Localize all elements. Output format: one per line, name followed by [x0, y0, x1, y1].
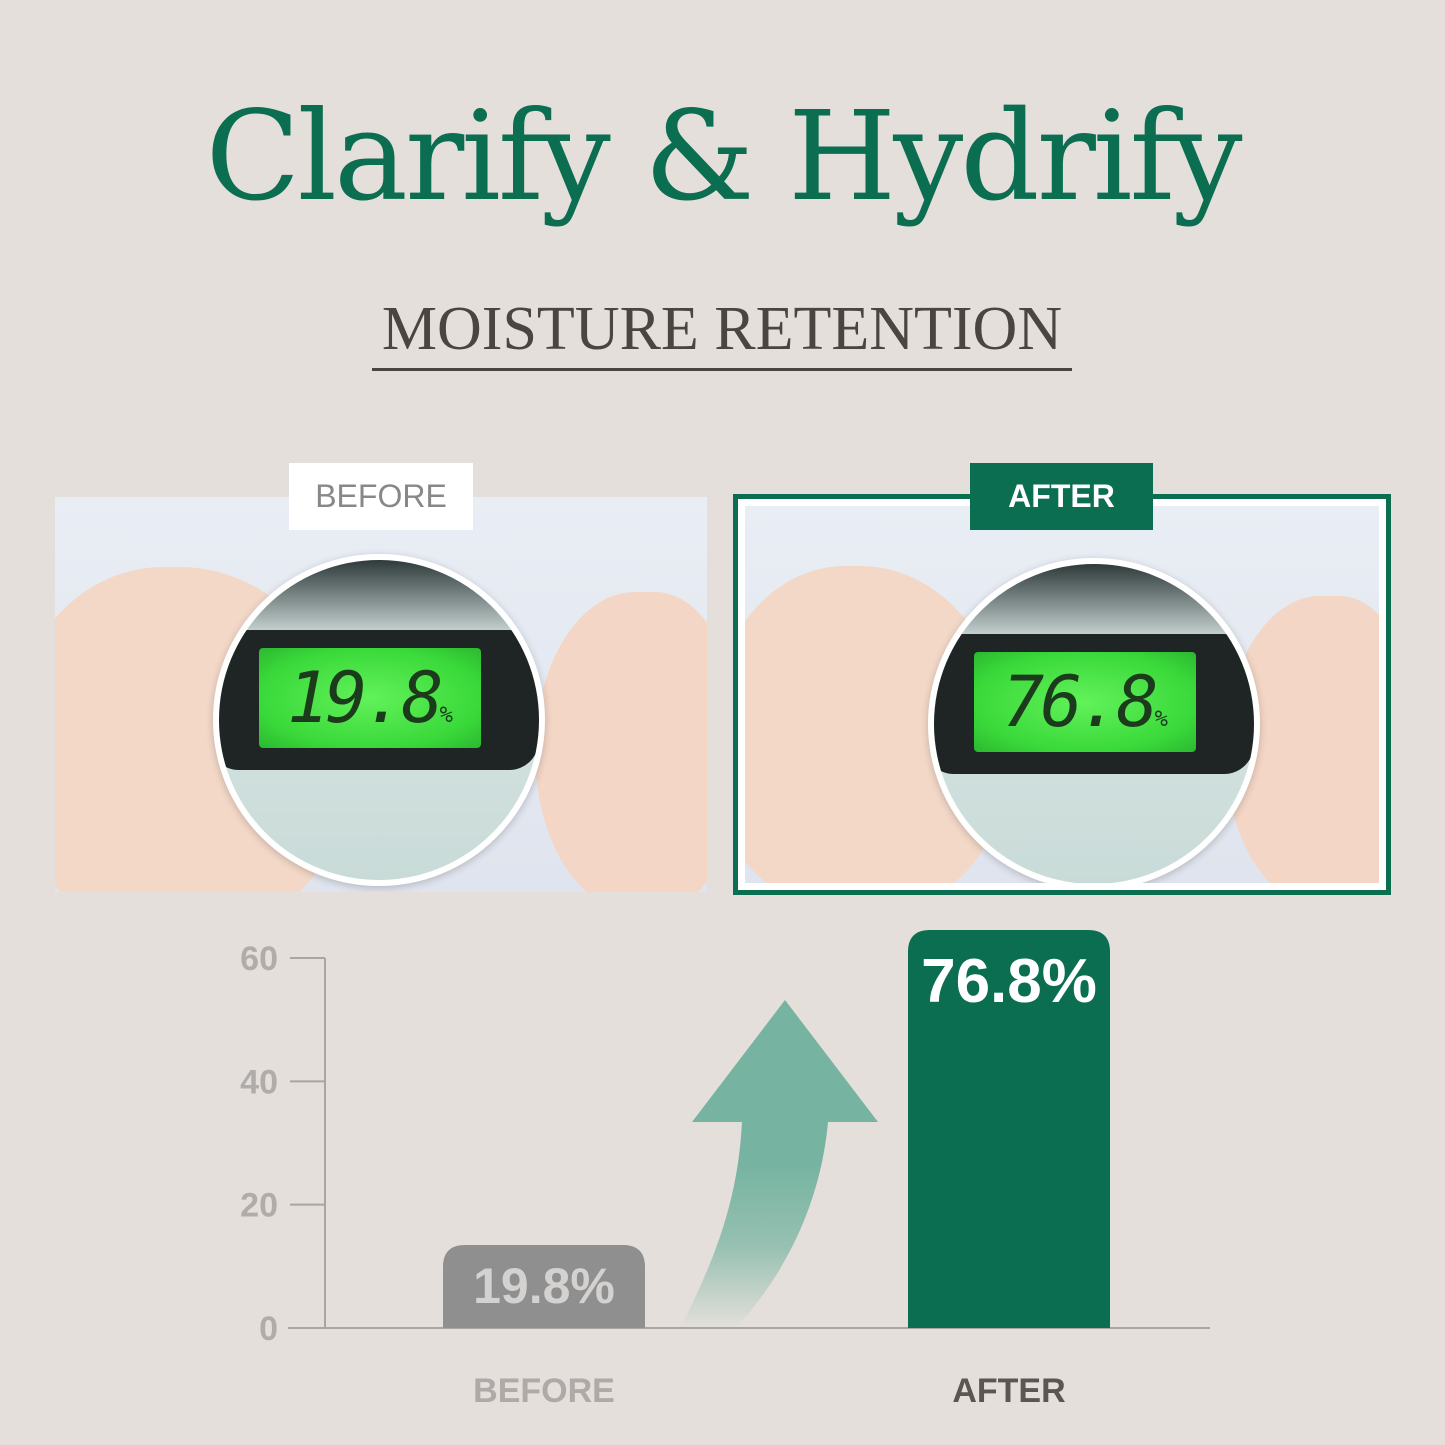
after-photo-frame: 76.8%: [733, 494, 1391, 895]
y-tick-label: 60: [240, 940, 278, 978]
x-tick-label: AFTER: [952, 1372, 1065, 1410]
after-photo: 76.8%: [745, 506, 1379, 883]
data-label: 19.8%: [473, 1258, 615, 1314]
hand-image: [535, 592, 707, 892]
page-title: Clarify & Hydrify: [205, 85, 1243, 229]
bar-after: [908, 930, 1110, 1328]
x-tick-label: BEFORE: [473, 1372, 615, 1410]
lcd-display: 76.8%: [974, 652, 1196, 752]
data-label: 76.8%: [921, 947, 1097, 1016]
y-tick-label: 20: [240, 1187, 278, 1225]
y-tick-label: 0: [259, 1310, 278, 1348]
before-photo: 19.8%: [55, 497, 707, 892]
y-tick-label: 40: [240, 1063, 278, 1101]
up-arrow-icon: [680, 1000, 878, 1328]
bar-before: [443, 1245, 645, 1328]
magnified-meter: 19.8%: [213, 554, 545, 886]
after-label: AFTER: [970, 463, 1153, 530]
before-label: BEFORE: [289, 463, 473, 530]
page-subtitle: MOISTURE RETENTION: [372, 298, 1072, 371]
lcd-display: 19.8%: [259, 648, 481, 748]
magnified-meter: 76.8%: [928, 558, 1260, 883]
